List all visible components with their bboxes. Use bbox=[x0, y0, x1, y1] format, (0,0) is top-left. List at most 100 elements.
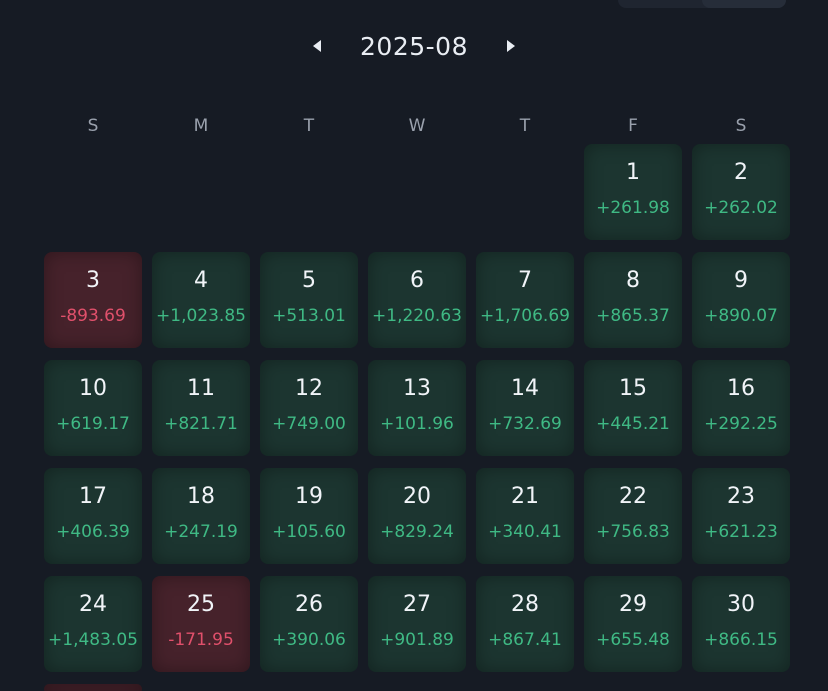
day-cell[interactable]: 5 +513.01 bbox=[260, 252, 358, 348]
day-cell[interactable]: 8 +865.37 bbox=[584, 252, 682, 348]
day-cell[interactable]: 1 +261.98 bbox=[584, 144, 682, 240]
day-number: 8 bbox=[626, 268, 640, 293]
day-number: 23 bbox=[727, 484, 755, 509]
day-pnl: +1,706.69 bbox=[480, 306, 570, 326]
day-pnl: -171.95 bbox=[168, 630, 234, 650]
day-pnl: +890.07 bbox=[704, 306, 778, 326]
day-cell[interactable]: 17 +406.39 bbox=[44, 468, 142, 564]
day-pnl: +621.23 bbox=[704, 522, 778, 542]
day-number: 11 bbox=[187, 376, 215, 401]
day-number: 9 bbox=[734, 268, 748, 293]
day-cell[interactable]: 4 +1,023.85 bbox=[152, 252, 250, 348]
day-number: 28 bbox=[511, 592, 539, 617]
day-cell[interactable]: 16 +292.25 bbox=[692, 360, 790, 456]
day-cell[interactable]: 30 +866.15 bbox=[692, 576, 790, 672]
day-number: 27 bbox=[403, 592, 431, 617]
month-label: 2025-08 bbox=[360, 31, 468, 61]
day-pnl: +655.48 bbox=[596, 630, 670, 650]
day-cell[interactable]: 24 +1,483.05 bbox=[44, 576, 142, 672]
day-pnl: +390.06 bbox=[272, 630, 346, 650]
day-cell[interactable]: 27 +901.89 bbox=[368, 576, 466, 672]
day-pnl: +756.83 bbox=[596, 522, 670, 542]
day-pnl: +262.02 bbox=[704, 198, 778, 218]
day-number: 6 bbox=[410, 268, 424, 293]
day-cell[interactable]: 15 +445.21 bbox=[584, 360, 682, 456]
day-pnl: +340.41 bbox=[488, 522, 562, 542]
day-cell[interactable]: 20 +829.24 bbox=[368, 468, 466, 564]
day-cell[interactable]: 6 +1,220.63 bbox=[368, 252, 466, 348]
caret-right-icon bbox=[506, 40, 515, 52]
day-number: 19 bbox=[295, 484, 323, 509]
day-number: 12 bbox=[295, 376, 323, 401]
day-pnl: +1,483.05 bbox=[48, 630, 138, 650]
day-number: 30 bbox=[727, 592, 755, 617]
day-number: 26 bbox=[295, 592, 323, 617]
day-pnl: +732.69 bbox=[488, 414, 562, 434]
caret-left-icon bbox=[313, 40, 322, 52]
day-cell[interactable]: 14 +732.69 bbox=[476, 360, 574, 456]
day-pnl: +247.19 bbox=[164, 522, 238, 542]
day-pnl: +865.37 bbox=[596, 306, 670, 326]
day-pnl: +1,220.63 bbox=[372, 306, 462, 326]
day-pnl: -893.69 bbox=[60, 306, 126, 326]
view-toggle[interactable] bbox=[618, 0, 786, 8]
day-number: 10 bbox=[79, 376, 107, 401]
weekday-sun: S bbox=[87, 116, 99, 136]
day-pnl: +901.89 bbox=[380, 630, 454, 650]
day-number: 7 bbox=[518, 268, 532, 293]
day-cell[interactable]: 19 +105.60 bbox=[260, 468, 358, 564]
day-number: 1 bbox=[626, 160, 640, 185]
day-cell[interactable]: 28 +867.41 bbox=[476, 576, 574, 672]
weekday-tue: T bbox=[303, 116, 315, 136]
next-month-button[interactable] bbox=[496, 31, 526, 61]
day-cell[interactable]: 11 +821.71 bbox=[152, 360, 250, 456]
day-pnl: +261.98 bbox=[596, 198, 670, 218]
day-number: 15 bbox=[619, 376, 647, 401]
weekday-thu: T bbox=[519, 116, 531, 136]
day-cell[interactable]: 7 +1,706.69 bbox=[476, 252, 574, 348]
day-pnl: +292.25 bbox=[704, 414, 778, 434]
day-cell[interactable]: 2 +262.02 bbox=[692, 144, 790, 240]
weekday-wed: W bbox=[408, 116, 426, 136]
day-number: 21 bbox=[511, 484, 539, 509]
day-number: 3 bbox=[86, 268, 100, 293]
day-cell[interactable]: 9 +890.07 bbox=[692, 252, 790, 348]
day-cell[interactable]: 26 +390.06 bbox=[260, 576, 358, 672]
day-cell[interactable]: 10 +619.17 bbox=[44, 360, 142, 456]
day-cell[interactable]: 12 +749.00 bbox=[260, 360, 358, 456]
weekday-mon: M bbox=[193, 116, 209, 136]
day-pnl: +829.24 bbox=[380, 522, 454, 542]
day-number: 25 bbox=[187, 592, 215, 617]
day-number: 29 bbox=[619, 592, 647, 617]
day-cell[interactable]: 23 +621.23 bbox=[692, 468, 790, 564]
day-number: 20 bbox=[403, 484, 431, 509]
day-number: 22 bbox=[619, 484, 647, 509]
day-number: 16 bbox=[727, 376, 755, 401]
weekday-sat: S bbox=[735, 116, 747, 136]
day-cell[interactable]: 3 -893.69 bbox=[44, 252, 142, 348]
day-pnl: +749.00 bbox=[272, 414, 346, 434]
day-cell[interactable]: 18 +247.19 bbox=[152, 468, 250, 564]
day-pnl: +867.41 bbox=[488, 630, 562, 650]
prev-month-button[interactable] bbox=[302, 31, 332, 61]
day-cell-partial[interactable] bbox=[44, 684, 142, 691]
day-cell[interactable]: 22 +756.83 bbox=[584, 468, 682, 564]
day-cell[interactable]: 21 +340.41 bbox=[476, 468, 574, 564]
day-cell[interactable]: 29 +655.48 bbox=[584, 576, 682, 672]
day-pnl: +821.71 bbox=[164, 414, 238, 434]
day-pnl: +866.15 bbox=[704, 630, 778, 650]
day-number: 24 bbox=[79, 592, 107, 617]
day-pnl: +513.01 bbox=[272, 306, 346, 326]
month-navigator: 2025-08 bbox=[0, 24, 828, 68]
day-number: 13 bbox=[403, 376, 431, 401]
day-pnl: +105.60 bbox=[272, 522, 346, 542]
day-cell[interactable]: 25 -171.95 bbox=[152, 576, 250, 672]
day-number: 17 bbox=[79, 484, 107, 509]
view-toggle-active-segment[interactable] bbox=[702, 0, 786, 8]
day-pnl: +406.39 bbox=[56, 522, 130, 542]
day-cell[interactable]: 13 +101.96 bbox=[368, 360, 466, 456]
day-pnl: +101.96 bbox=[380, 414, 454, 434]
day-number: 18 bbox=[187, 484, 215, 509]
day-pnl: +619.17 bbox=[56, 414, 130, 434]
